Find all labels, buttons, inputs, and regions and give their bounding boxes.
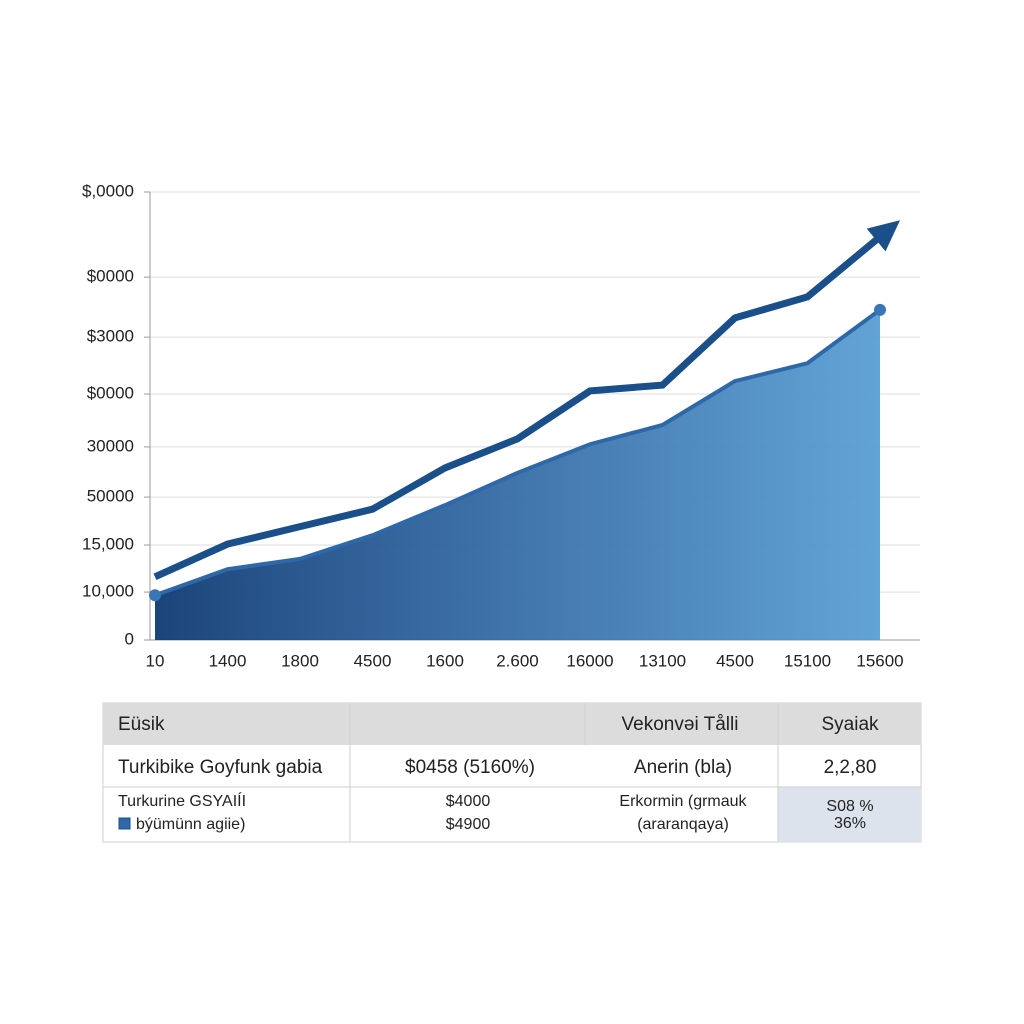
x-tick-label: 13100	[639, 651, 686, 670]
x-tick-label: 10	[146, 651, 165, 670]
cell: $0458 (5160%)	[405, 757, 535, 778]
y-tick-label: $0000	[87, 267, 134, 286]
legend-swatch	[118, 817, 131, 830]
x-tick-label: 1400	[209, 651, 247, 670]
point	[149, 589, 161, 602]
cell-line: 36%	[834, 815, 866, 832]
cell: Turkibike Goyfunk gabia	[118, 757, 323, 778]
cell: Anerin (bla)	[634, 757, 732, 778]
y-tick-label: 15,000	[82, 535, 134, 554]
header-cell: Vekonvəi Tålli	[622, 714, 739, 735]
header-cell: Eüsik	[118, 714, 165, 735]
cell-line: S08 %	[826, 798, 873, 815]
y-tick-label: $,0000	[82, 181, 134, 200]
trend-line	[153, 234, 883, 581]
x-tick-label: 4500	[716, 651, 754, 670]
y-tick-label: 30000	[87, 436, 134, 455]
cell-line: (araranqaya)	[637, 816, 729, 833]
y-tick-label: $3000	[87, 327, 134, 346]
highlight-cell	[778, 787, 921, 842]
x-tick-label: 15100	[784, 651, 831, 670]
x-tick-label: 16000	[566, 651, 613, 670]
arrow-head	[866, 220, 901, 252]
y-tick-label: 10,000	[82, 582, 134, 601]
cell-line: $4000	[446, 793, 491, 810]
header-row	[103, 703, 921, 745]
point	[874, 303, 886, 316]
x-tick-label: 15600	[856, 651, 903, 670]
table: Eüsik Vekonvəi Tålli Syaiak Turkibike Go…	[102, 702, 922, 843]
cell-line: $4900	[446, 816, 491, 833]
x-tick-label: 2.600	[496, 651, 539, 670]
chart: 0 10,000 15,000 50000 30000 $0000 $3000 $0000 $,…	[82, 181, 920, 670]
header-cell: Syaiak	[821, 714, 879, 735]
cell-line: Erkormin (grmauk	[619, 793, 747, 810]
y-tick-label: 0	[125, 629, 134, 648]
x-tick-label: 4500	[354, 651, 392, 670]
x-tick-label: 1600	[426, 651, 464, 670]
cell-line: Turkurine GSYAIÍI	[118, 791, 246, 810]
area-line	[154, 308, 882, 598]
cell-line: býümünn agiie)	[136, 816, 245, 833]
cell: 2,2,80	[824, 757, 877, 778]
y-tick-label: $0000	[87, 384, 134, 403]
y-tick-label: 50000	[87, 487, 134, 506]
x-tick-label: 1800	[281, 651, 319, 670]
